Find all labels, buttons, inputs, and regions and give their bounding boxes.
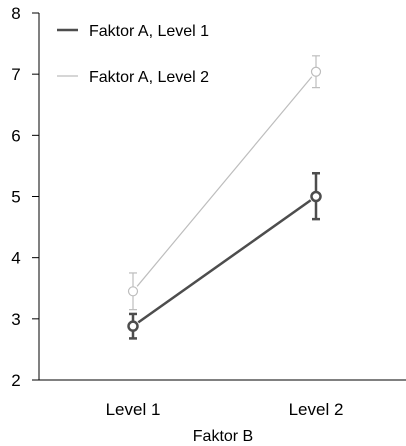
series-line [137, 199, 312, 324]
legend-label: Faktor A, Level 2 [89, 69, 209, 86]
legend-label: Faktor A, Level 1 [89, 23, 209, 40]
data-point [310, 66, 322, 77]
series-line [136, 76, 313, 287]
y-tick-label: 4 [11, 249, 20, 268]
x-tick-label: Level 2 [289, 400, 344, 419]
y-tick-label: 3 [11, 310, 20, 329]
x-axis-title: Faktor B [193, 428, 253, 445]
legend: Faktor A, Level 1 Faktor A, Level 2 [57, 23, 209, 86]
data-point [310, 190, 322, 203]
y-axis: 2 3 4 5 6 7 8 [11, 4, 40, 390]
series-2 [127, 55, 322, 311]
data-point [127, 286, 139, 297]
y-tick-label: 6 [11, 126, 20, 145]
series-layer [127, 55, 322, 340]
y-tick-label: 2 [11, 371, 20, 390]
y-tick-label: 7 [11, 65, 20, 84]
x-axis: Level 1 Level 2 [39, 379, 406, 419]
y-tick-label: 8 [11, 4, 20, 23]
series-1 [127, 172, 322, 340]
y-tick-label: 5 [11, 188, 20, 207]
x-tick-label: Level 1 [106, 400, 161, 419]
data-point [127, 320, 139, 332]
